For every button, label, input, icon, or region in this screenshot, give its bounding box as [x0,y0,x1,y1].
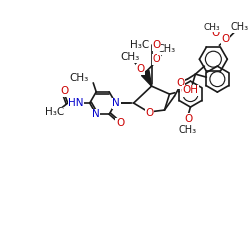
Text: H₃C: H₃C [130,40,150,50]
Text: H₃C: H₃C [45,107,64,117]
Polygon shape [142,73,152,86]
Text: O: O [61,86,69,96]
Text: HN: HN [68,98,84,108]
Text: CH₃: CH₃ [120,52,139,62]
Text: CH₃: CH₃ [203,23,220,32]
Text: N: N [112,98,120,108]
Text: OH: OH [180,86,196,96]
Text: CH₃: CH₃ [178,125,196,135]
Text: O: O [136,64,145,74]
Text: N: N [92,109,100,119]
Text: O: O [184,114,192,124]
Polygon shape [144,70,152,86]
Text: O: O [176,78,184,88]
Text: O: O [153,54,160,64]
Text: O: O [152,40,161,50]
Text: O: O [221,34,230,44]
Text: O: O [116,118,124,128]
Text: CH₃: CH₃ [158,44,176,54]
Text: CH₃: CH₃ [69,73,88,83]
Text: OH: OH [182,85,198,95]
Text: O: O [211,28,220,38]
Text: O: O [146,108,154,118]
Text: CH₃: CH₃ [230,22,248,32]
